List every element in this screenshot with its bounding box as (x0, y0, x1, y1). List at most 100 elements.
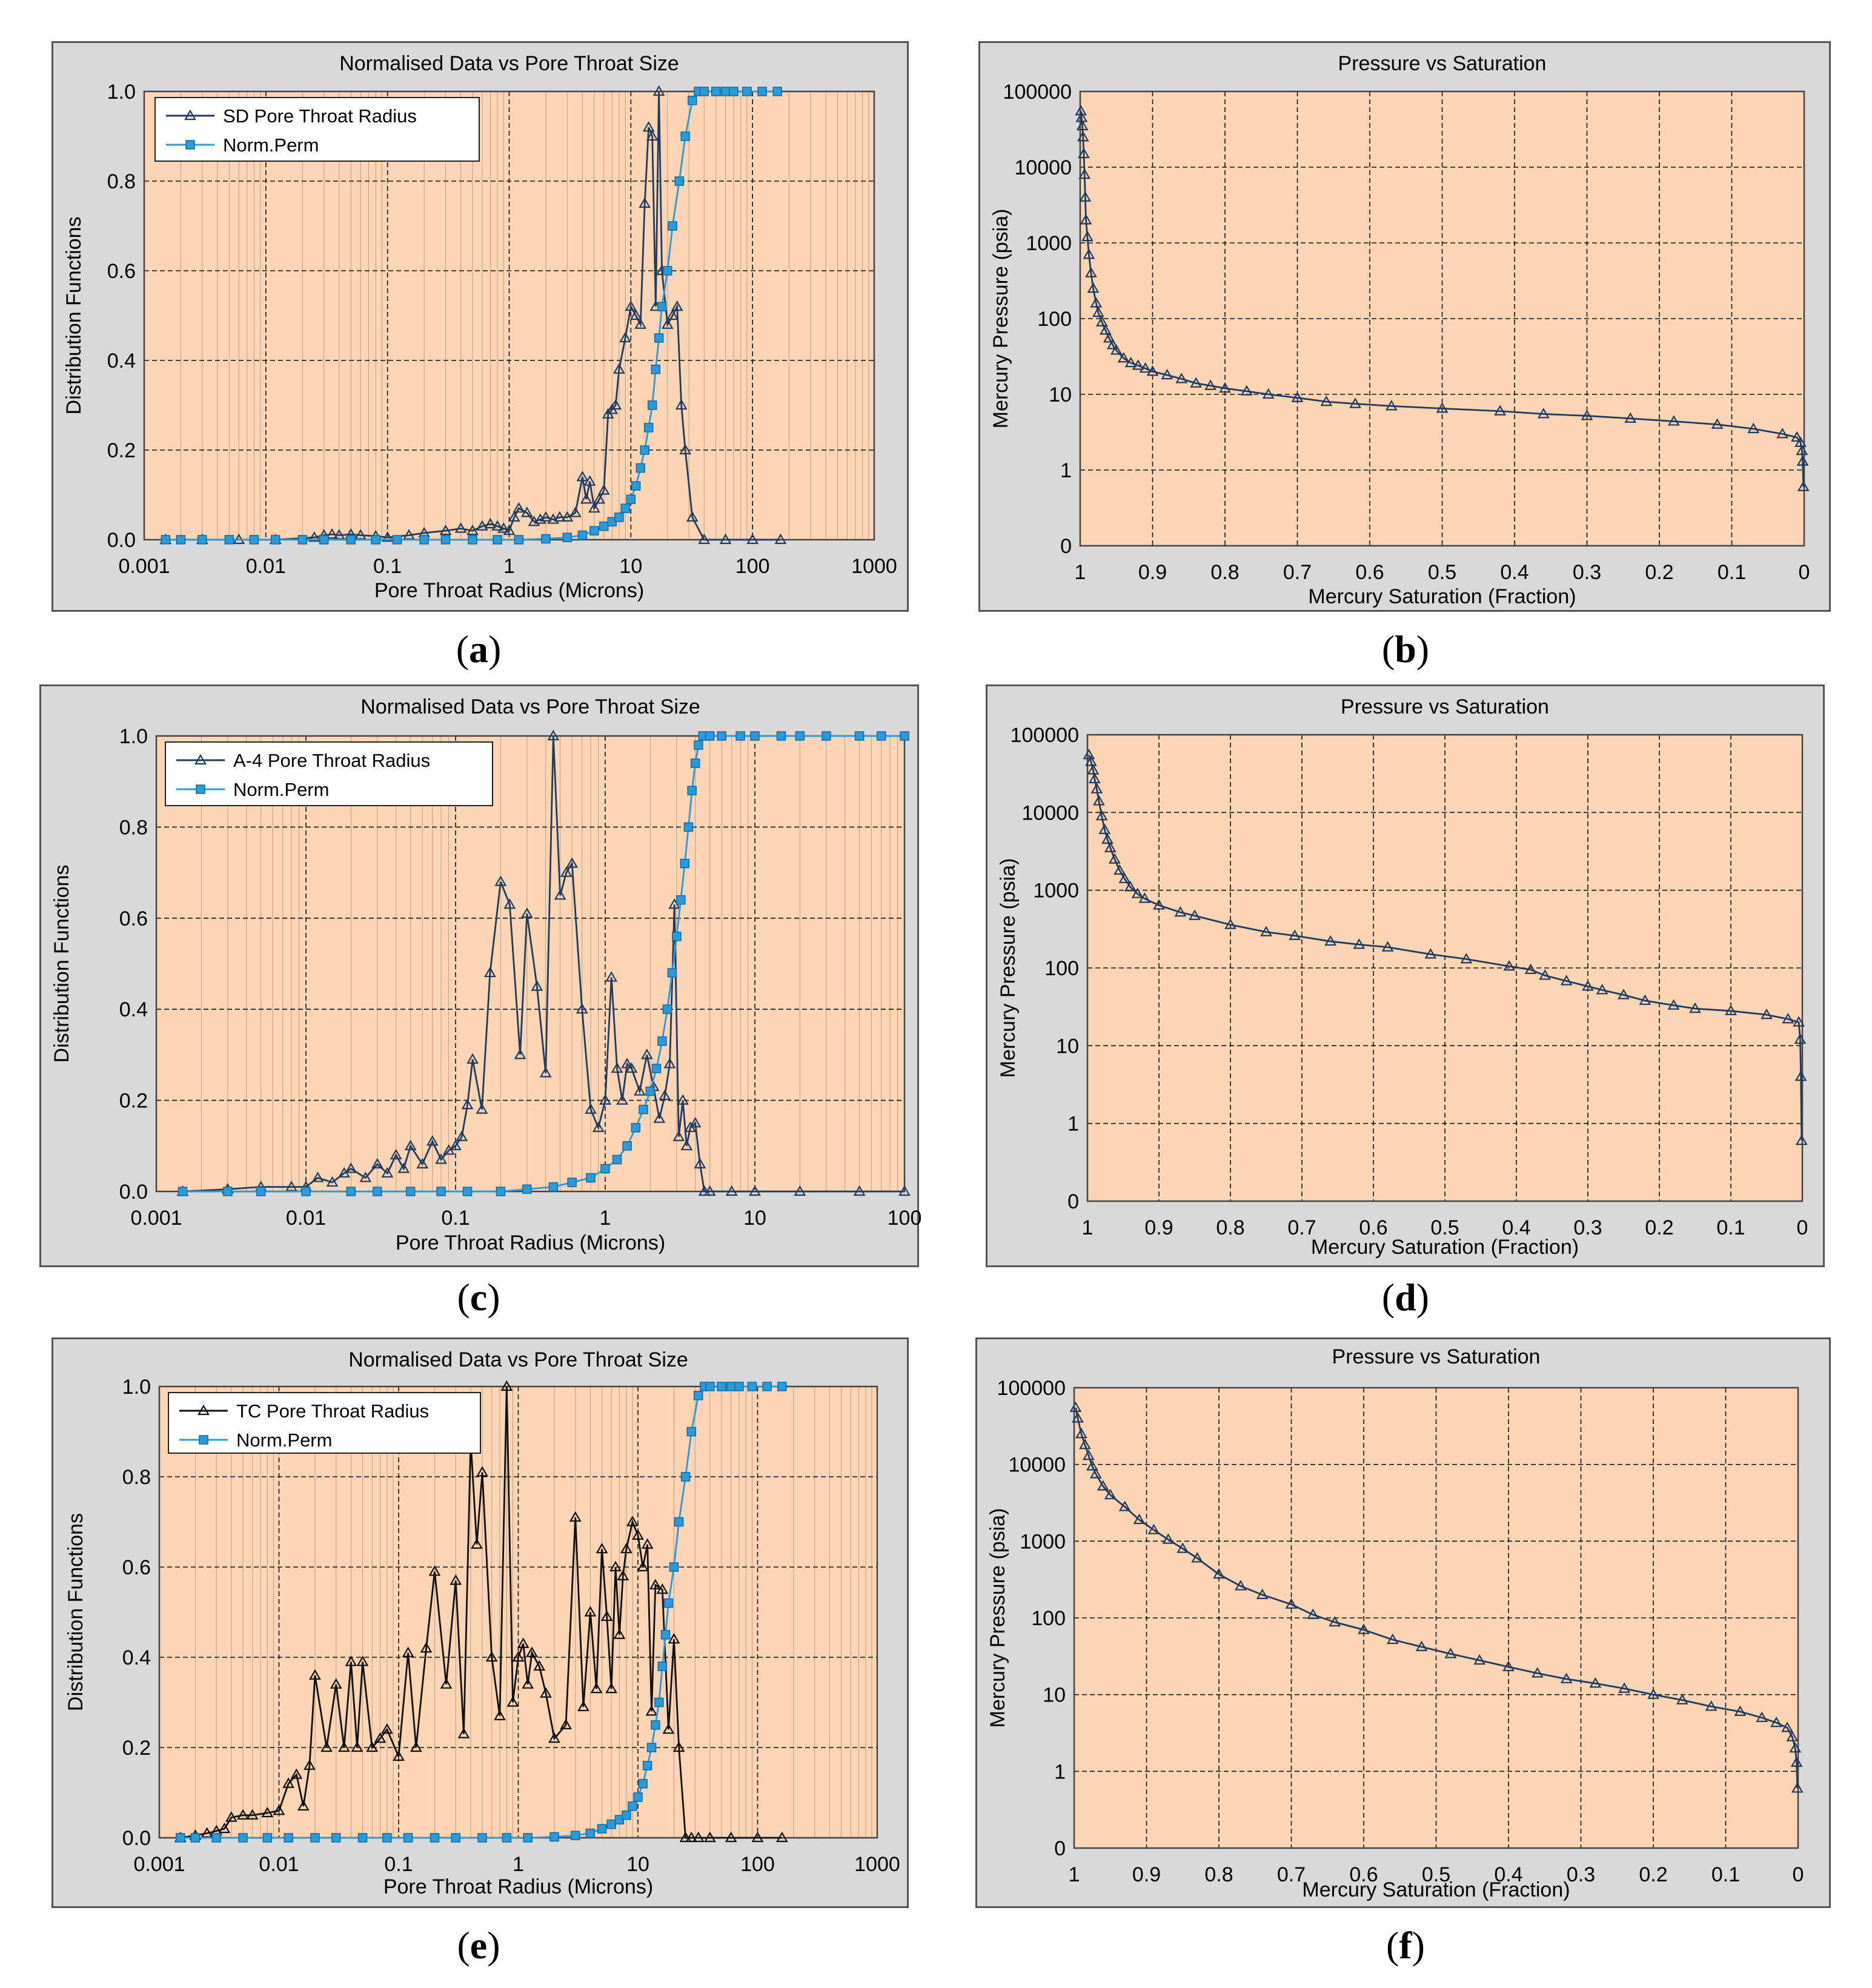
data-point (497, 522, 510, 533)
data-point (675, 399, 688, 410)
data-point (1324, 935, 1337, 946)
data-point (1124, 881, 1137, 892)
data-point (570, 1831, 580, 1841)
data-point (659, 1089, 671, 1101)
series-2 (161, 87, 782, 545)
data-point (683, 822, 694, 832)
data-point (772, 87, 782, 96)
data-point (1711, 418, 1724, 429)
data-point (605, 971, 618, 982)
x-tick-label: 1000 (851, 555, 897, 578)
y-tick-label: 0.4 (107, 350, 136, 373)
data-point (663, 1598, 674, 1608)
data-point (642, 121, 655, 132)
data-point (854, 731, 865, 741)
data-point (523, 1833, 533, 1843)
data-point (311, 1171, 324, 1182)
data-point (677, 1094, 689, 1105)
data-point (711, 87, 721, 96)
data-point (694, 1391, 703, 1400)
data-point (625, 1062, 638, 1073)
y-tick-label: 1000 (1033, 880, 1079, 903)
data-point (639, 197, 651, 208)
data-point (626, 1516, 639, 1526)
data-point (1770, 1716, 1783, 1728)
x-tick-label: 0 (1799, 561, 1810, 584)
x-tick-label: 0.7 (1287, 1216, 1316, 1239)
y-tick-label: 1000 (1020, 1530, 1066, 1553)
data-point (592, 1121, 605, 1132)
data-point (612, 1155, 622, 1165)
series-2 (178, 731, 909, 1196)
data-point (1099, 324, 1112, 335)
panel-e: 0.001 0.01 0.1 1 10 100 1000 0.0 0.2 0.4 0.6 0.8 1.0… (51, 1337, 909, 1908)
data-point (1789, 1741, 1802, 1753)
data-point (1080, 214, 1092, 225)
x-axis-label: Pore Throat Radius (Microns) (374, 579, 644, 602)
data-point (540, 1687, 552, 1698)
data-point (456, 1130, 468, 1141)
data-point (450, 1139, 462, 1150)
data-point (560, 866, 573, 877)
x-tick-label: 0.9 (1132, 1863, 1161, 1886)
data-point (477, 1833, 487, 1843)
panel-d: 1 0.9 0.8 0.7 0.6 0.5 0.4 0.3 0.2 0.1 0 0 1 10 100 1000… (986, 684, 1825, 1267)
y-tick-label: 0.6 (119, 907, 148, 930)
data-point (679, 1831, 692, 1843)
data-point (484, 517, 497, 529)
caption-d: (d) (1381, 1276, 1430, 1319)
data-point (667, 968, 677, 978)
x-tick-label: 0.2 (1645, 561, 1673, 584)
data-point (637, 1560, 649, 1572)
data-point (1191, 1552, 1204, 1563)
data-point (1132, 359, 1144, 370)
data-point (1103, 332, 1115, 343)
data-point (1386, 1633, 1399, 1645)
x-tick-label: 1 (1069, 1863, 1080, 1886)
x-tick-label: 0.2 (1645, 1216, 1673, 1239)
y-tick-label: 0.6 (122, 1556, 151, 1579)
data-point (419, 535, 429, 545)
data-point (690, 758, 700, 768)
data-point (304, 1759, 316, 1770)
data-point (1117, 352, 1130, 363)
data-point (617, 1569, 629, 1580)
x-tick-label: 0.6 (1355, 561, 1384, 584)
data-point (609, 1560, 622, 1572)
y-tick-label: 100000 (1003, 81, 1072, 104)
data-point (1079, 1439, 1091, 1450)
data-point (735, 731, 745, 741)
data-point (774, 533, 787, 545)
data-point (393, 1750, 405, 1761)
data-point (237, 1809, 249, 1820)
y-axis-label: Mercury Pressure (psia) (997, 858, 1020, 1078)
data-point (381, 1167, 394, 1178)
data-point (631, 1122, 641, 1133)
y-axis-label: Distribution Functions (64, 1513, 87, 1711)
data-point (1095, 316, 1108, 326)
x-tick-label: 0 (1797, 1216, 1808, 1239)
x-tick-label: 1 (1075, 561, 1086, 584)
data-point (178, 1187, 188, 1196)
data-point (1256, 1588, 1269, 1599)
data-point (620, 1542, 632, 1554)
data-point (1085, 267, 1097, 277)
data-point (1797, 480, 1810, 491)
data-point (1796, 455, 1809, 466)
data-point (371, 535, 380, 545)
data-point (668, 221, 677, 231)
data-point (471, 1538, 483, 1549)
data-point (689, 1116, 702, 1128)
chart-title: Pressure vs Saturation (1341, 695, 1549, 718)
data-point (484, 966, 496, 978)
x-axis-label: Pore Throat Radius (Microns) (396, 1231, 665, 1254)
series-1 (1083, 749, 1808, 1145)
data-point (600, 1164, 610, 1174)
data-point (320, 1741, 333, 1752)
x-tick-label: 0.1 (441, 1207, 470, 1230)
x-tick-label: 0.3 (1573, 1216, 1602, 1239)
data-point (674, 1517, 684, 1527)
data-point (703, 1185, 716, 1196)
data-point (1424, 948, 1437, 959)
data-point (605, 1682, 618, 1694)
